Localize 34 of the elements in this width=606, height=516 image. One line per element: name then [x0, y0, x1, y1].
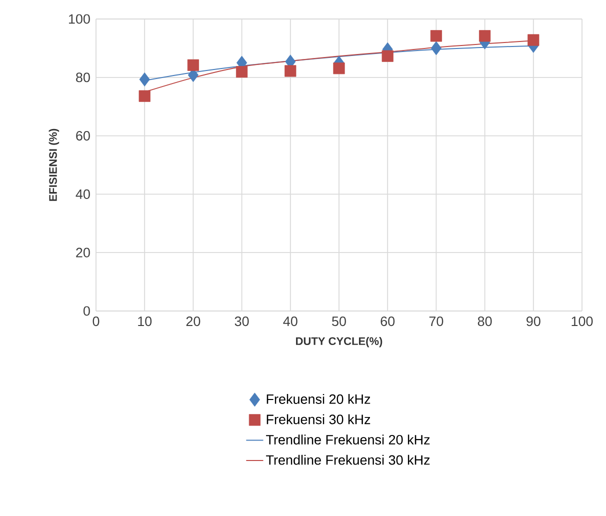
x-tick-label: 100 [572, 316, 593, 326]
point [430, 30, 442, 42]
legend-label: Frekuensi 30 kHz [266, 414, 370, 424]
point [236, 66, 248, 78]
x-tick-label: 70 [429, 316, 444, 326]
y-tick-label: 20 [76, 248, 90, 258]
x-tick-label: 90 [526, 316, 540, 326]
point [430, 41, 442, 56]
y-tick-label: 40 [76, 189, 90, 199]
legend-label: Trendline Frekuensi 30 kHz [266, 454, 430, 465]
x-tick-label: 10 [138, 316, 152, 326]
x-tick-label: 60 [380, 316, 395, 326]
x-tick-label: 40 [283, 316, 298, 326]
y-tick-label: 60 [76, 131, 90, 141]
x-axis-title: DUTY CYCLE(%) [296, 336, 382, 348]
point [333, 62, 345, 74]
point [382, 50, 394, 62]
x-tick-label: 80 [478, 316, 492, 326]
y-tick-label: 0 [83, 306, 90, 316]
point [139, 72, 150, 86]
legend-label: Trendline Frekuensi 20 kHz [266, 434, 430, 444]
point [138, 90, 150, 102]
x-tick-label: 50 [332, 316, 346, 326]
y-axis-title: EFISIENSI (%) [48, 128, 60, 201]
x-tick-label: 0 [92, 316, 100, 326]
point [479, 30, 491, 42]
point [284, 65, 296, 77]
y-tick-label: 80 [76, 72, 90, 82]
x-tick-label: 30 [234, 316, 249, 326]
point [187, 59, 199, 71]
legend-label: Frekuensi 20 kHz [266, 394, 370, 404]
point [528, 34, 540, 46]
y-tick-label: 100 [68, 14, 90, 24]
x-tick-label: 20 [186, 316, 200, 326]
